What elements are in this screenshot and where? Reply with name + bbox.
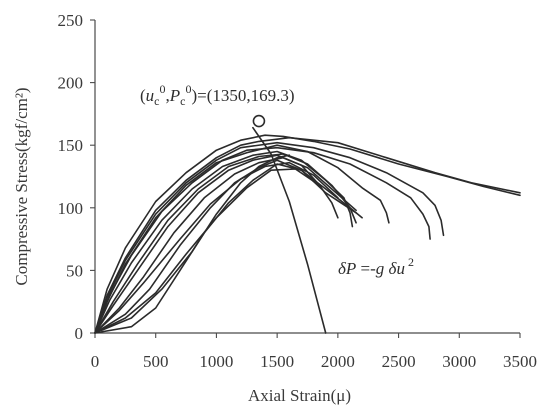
y-axis-title: Compressive Stress(kgf/cm²)	[12, 87, 31, 285]
x-tick-label: 3000	[442, 352, 476, 371]
equation-label: δP =-g δu 2	[338, 255, 414, 278]
y-tick-label: 50	[66, 261, 83, 280]
specimen-curve	[94, 163, 363, 334]
y-tick-label: 200	[58, 74, 84, 93]
y-tick-label: 150	[58, 136, 84, 155]
specimen-curve	[94, 144, 390, 334]
x-tick-label: 2500	[382, 352, 416, 371]
y-tick-label: 100	[58, 199, 84, 218]
x-tick-label: 2000	[321, 352, 355, 371]
specimen-curve	[94, 150, 354, 334]
y-tick-label: 250	[58, 11, 84, 30]
x-tick-label: 1500	[260, 352, 294, 371]
descending-fit-line	[252, 126, 327, 334]
x-tick-label: 1000	[199, 352, 233, 371]
y-tick-label: 0	[75, 324, 84, 343]
specimen-curve	[100, 154, 291, 332]
peak-point-marker	[252, 114, 266, 128]
extras-group	[252, 114, 327, 334]
specimen-curve	[94, 156, 357, 334]
curves-group	[94, 134, 521, 334]
specimen-curve	[94, 141, 445, 334]
peak-point-label: (uc0,Pc0)=(1350,169.3)	[140, 82, 295, 108]
specimen-curve	[94, 153, 357, 334]
specimen-curve	[94, 134, 521, 334]
x-tick-label: 500	[143, 352, 169, 371]
specimen-curve	[94, 136, 521, 334]
x-axis-title: Axial Strain(μ)	[248, 386, 351, 405]
x-tick-label: 0	[91, 352, 100, 371]
x-tick-label: 3500	[503, 352, 537, 371]
